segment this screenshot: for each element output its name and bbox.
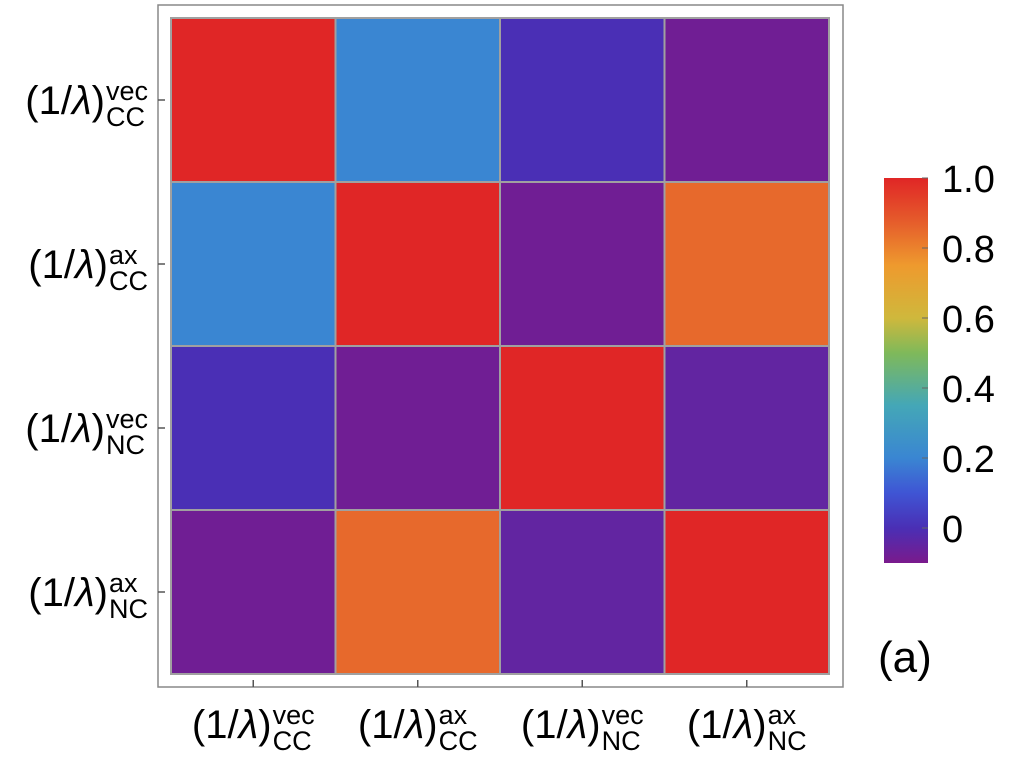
colorbar [884,178,928,563]
svg-text:CC: CC [273,726,312,756]
svg-text:(1/λ): (1/λ) [358,703,438,747]
cells-layer [170,17,830,675]
svg-text:CC: CC [109,266,148,296]
heatmap-cell-r2-c2 [499,345,666,511]
colorbar-tick-label-1: 0.8 [942,229,995,271]
heatmap-cell-r0-c3 [663,17,830,183]
heatmap-cell-r3-c0 [170,509,337,675]
svg-text:NC: NC [106,430,145,460]
colorbar-tick-label-5: 0 [942,509,963,551]
svg-text:vec: vec [602,700,644,730]
heatmap-cell-r1-c3 [663,181,830,347]
svg-text:(1/λ): (1/λ) [687,703,767,747]
svg-text:(1/λ): (1/λ) [28,571,108,615]
heatmap-cell-r3-c1 [334,509,501,675]
svg-text:(1/λ): (1/λ) [25,407,105,451]
colorbar-tick-label-2: 0.6 [942,299,995,341]
svg-text:CC: CC [439,726,478,756]
svg-text:(1/λ): (1/λ) [521,703,601,747]
colorbar-tick-label-3: 0.4 [942,369,995,411]
svg-text:(1/λ): (1/λ) [25,79,105,123]
svg-text:(1/λ): (1/λ) [192,703,272,747]
svg-text:ax: ax [109,240,138,270]
svg-text:NC: NC [602,726,641,756]
svg-text:ax: ax [109,568,138,598]
heatmap-cell-r1-c1 [334,181,501,347]
svg-text:vec: vec [273,700,315,730]
colorbar-tick-label-4: 0.2 [942,439,995,481]
colorbar-tick-label-0: 1.0 [942,159,995,201]
panel-label: (a) [878,633,932,682]
svg-text:vec: vec [106,404,148,434]
svg-text:CC: CC [106,102,145,132]
svg-text:NC: NC [109,594,148,624]
heatmap-cell-r0-c2 [499,17,666,183]
heatmap-cell-r0-c0 [170,17,337,183]
plot-frame [157,4,844,688]
heatmap-cell-r3-c2 [499,509,666,675]
svg-text:NC: NC [768,726,807,756]
heatmap-cell-r2-c3 [663,345,830,511]
svg-text:ax: ax [439,700,468,730]
svg-text:vec: vec [106,76,148,106]
heatmap-cell-r1-c0 [170,181,337,347]
heatmap-cell-r2-c0 [170,345,337,511]
svg-text:(1/λ): (1/λ) [28,243,108,287]
heatmap-cell-r2-c1 [334,345,501,511]
ticks-layer [158,99,748,687]
svg-text:ax: ax [768,700,797,730]
heatmap-cell-r1-c2 [499,181,666,347]
heatmap-cell-r0-c1 [334,17,501,183]
heatmap-cell-r3-c3 [663,509,830,675]
colorbar-ticks: 1.0 0.8 0.6 0.4 0.2 0 [922,159,995,551]
